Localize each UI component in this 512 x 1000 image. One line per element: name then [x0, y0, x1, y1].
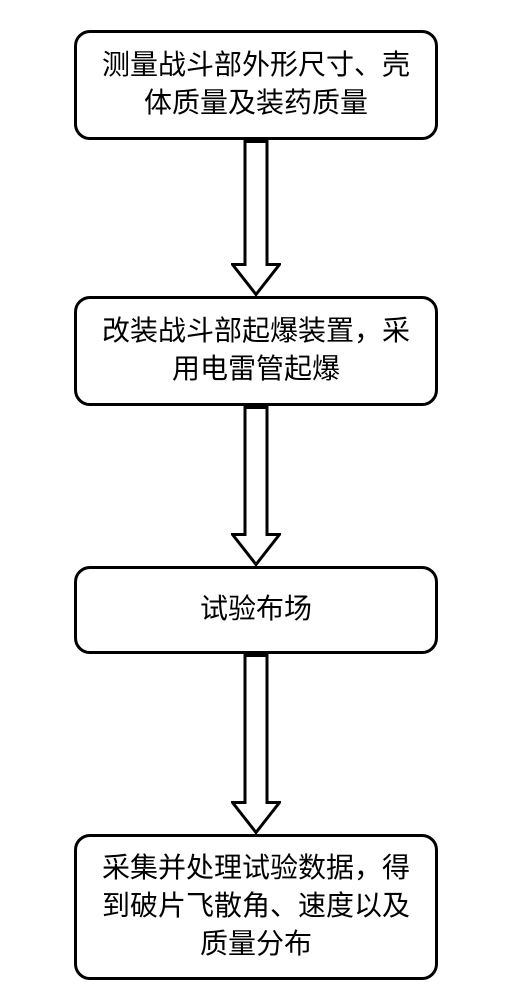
arrow-down-icon [231, 140, 281, 296]
flow-node-n2: 改装战斗部起爆装置，采用电雷管起爆 [74, 296, 438, 406]
flowchart-canvas: 测量战斗部外形尺寸、壳体质量及装药质量改装战斗部起爆装置，采用电雷管起爆试验布场… [0, 0, 512, 1000]
flow-node-label: 改装战斗部起爆装置，采用电雷管起爆 [89, 313, 423, 389]
flow-node-label: 采集并处理试验数据，得到破片飞散角、速度以及质量分布 [89, 850, 423, 963]
flow-node-label: 测量战斗部外形尺寸、壳体质量及装药质量 [89, 47, 423, 123]
arrow-down-icon [231, 654, 281, 834]
flow-node-n4: 采集并处理试验数据，得到破片飞散角、速度以及质量分布 [74, 834, 438, 980]
flow-node-n3: 试验布场 [74, 566, 438, 654]
flow-arrow [231, 406, 281, 566]
flow-arrow [231, 654, 281, 834]
flow-node-label: 试验布场 [89, 591, 423, 629]
arrow-down-icon [231, 406, 281, 566]
flow-node-n1: 测量战斗部外形尺寸、壳体质量及装药质量 [74, 30, 438, 140]
flow-arrow [231, 140, 281, 296]
